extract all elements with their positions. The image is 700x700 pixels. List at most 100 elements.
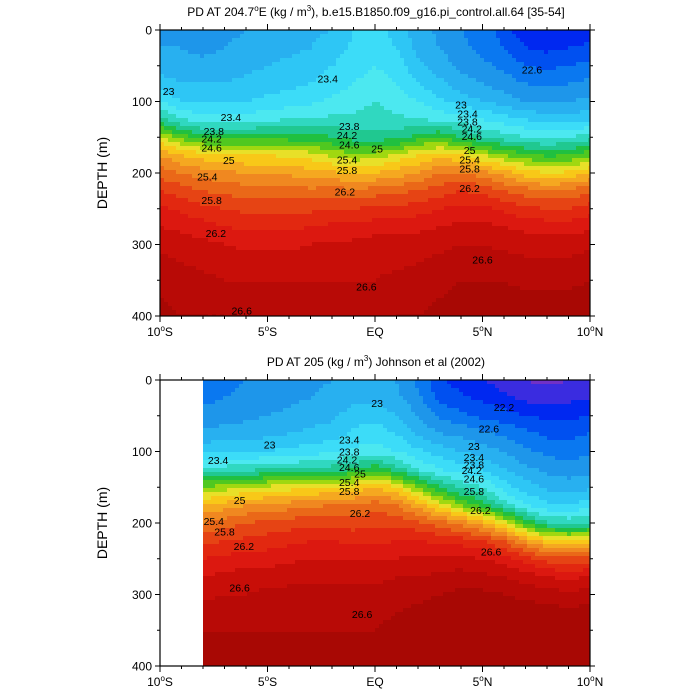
density-cell <box>272 118 277 123</box>
density-cell <box>204 130 209 135</box>
density-cell <box>512 182 517 187</box>
density-cell <box>364 58 369 63</box>
density-cell <box>240 138 245 143</box>
density-cell <box>296 106 301 111</box>
density-cell <box>444 38 449 43</box>
density-cell <box>404 118 409 123</box>
density-cell <box>372 174 377 179</box>
density-cell <box>520 74 525 79</box>
density-cell <box>536 190 541 195</box>
density-cell <box>248 118 253 123</box>
density-cell <box>452 82 457 87</box>
density-cell <box>160 202 165 207</box>
density-cell <box>204 134 209 139</box>
density-cell <box>508 138 513 143</box>
density-cell <box>232 126 237 131</box>
density-cell <box>484 162 489 167</box>
density-cell <box>536 114 541 119</box>
density-cell <box>568 38 573 43</box>
density-cell <box>556 138 561 143</box>
density-cell <box>316 198 321 203</box>
density-cell <box>196 142 201 147</box>
density-cell <box>416 186 421 191</box>
density-cell <box>504 162 509 167</box>
density-cell <box>440 58 445 63</box>
density-cell <box>364 70 369 75</box>
density-cell <box>372 146 377 151</box>
density-cell <box>284 154 289 159</box>
density-cell <box>232 178 237 183</box>
density-cell <box>212 102 217 107</box>
density-cell <box>168 142 173 147</box>
density-cell <box>356 142 361 147</box>
density-cell <box>320 146 325 151</box>
density-cell <box>392 138 397 143</box>
density-cell <box>372 114 377 119</box>
density-cell <box>352 150 357 155</box>
density-cell <box>440 74 445 79</box>
density-cell <box>388 54 393 59</box>
density-cell <box>172 178 177 183</box>
density-cell <box>508 46 513 51</box>
density-cell <box>544 46 549 51</box>
density-cell <box>492 150 497 155</box>
density-cell <box>232 98 237 103</box>
density-cell <box>204 98 209 103</box>
density-cell <box>320 134 325 139</box>
density-cell <box>456 178 461 183</box>
density-cell <box>344 202 349 207</box>
density-cell <box>544 98 549 103</box>
density-cell <box>432 194 437 199</box>
density-cell <box>280 158 285 163</box>
density-cell <box>176 114 181 119</box>
density-cell <box>296 142 301 147</box>
density-cell <box>516 110 521 115</box>
density-cell <box>532 146 537 151</box>
density-cell <box>180 114 185 119</box>
density-cell <box>436 74 441 79</box>
density-cell <box>356 98 361 103</box>
density-cell <box>468 58 473 63</box>
density-cell <box>320 202 325 207</box>
density-cell <box>384 114 389 119</box>
density-cell <box>188 46 193 51</box>
density-cell <box>340 30 345 35</box>
density-cell <box>448 126 453 131</box>
density-cell <box>588 114 590 119</box>
density-cell <box>452 110 457 115</box>
density-cell <box>284 162 289 167</box>
density-cell <box>244 38 249 43</box>
density-cell <box>220 38 225 43</box>
density-cell <box>464 94 469 99</box>
density-cell <box>352 70 357 75</box>
density-cell <box>488 62 493 67</box>
density-cell <box>464 106 469 111</box>
density-cell <box>484 50 489 55</box>
density-cell <box>228 198 233 203</box>
density-cell <box>232 82 237 87</box>
density-cell <box>536 182 541 187</box>
density-cell <box>476 86 481 91</box>
density-cell <box>416 142 421 147</box>
density-cell <box>188 30 193 35</box>
density-cell <box>224 30 229 35</box>
density-cell <box>356 90 361 95</box>
density-cell <box>348 158 353 163</box>
density-cell <box>252 54 257 59</box>
density-cell <box>244 214 249 219</box>
density-cell <box>260 174 265 179</box>
density-cell <box>560 194 565 199</box>
density-cell <box>164 102 169 107</box>
density-cell <box>576 90 581 95</box>
density-cell <box>232 110 237 115</box>
density-cell <box>484 134 489 139</box>
density-cell <box>320 194 325 199</box>
density-cell <box>544 194 549 199</box>
density-cell <box>432 150 437 155</box>
density-cell <box>260 126 265 131</box>
density-cell <box>572 106 577 111</box>
density-cell <box>272 54 277 59</box>
density-cell <box>576 82 581 87</box>
density-cell <box>336 150 341 155</box>
density-cell <box>444 142 449 147</box>
